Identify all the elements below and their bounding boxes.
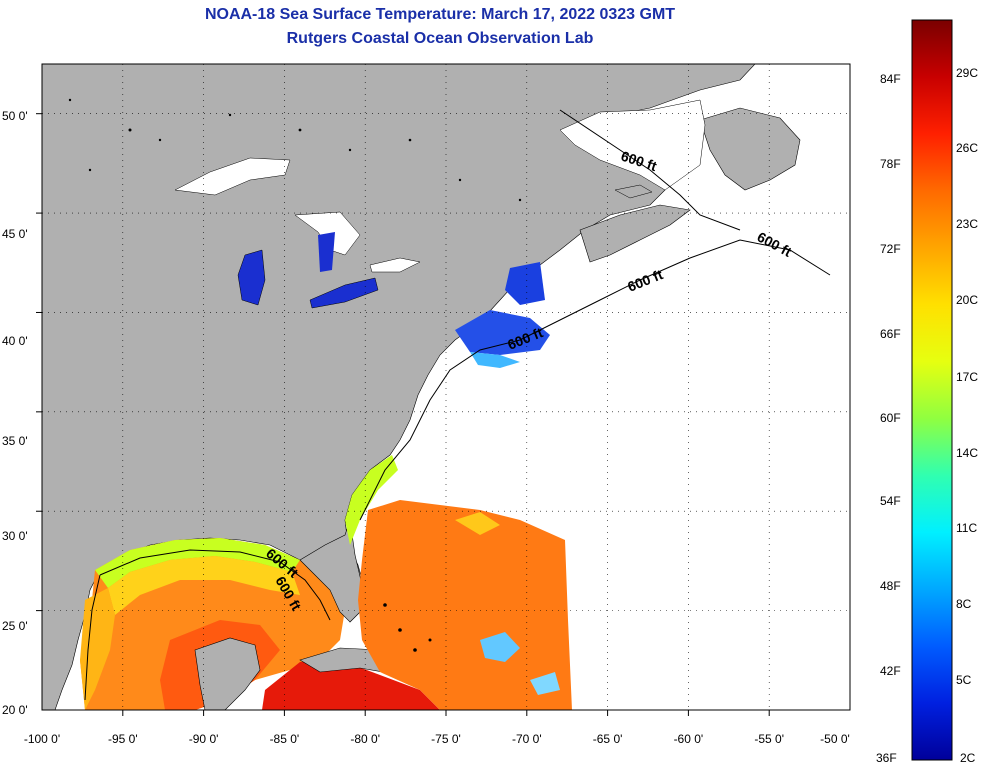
land-newfoundland (699, 107, 801, 191)
sst-gulf-west-shelf (80, 588, 115, 710)
sst-gulf-stream-coast (345, 455, 398, 545)
sst-caribbean (262, 660, 440, 710)
lon-tick-label: -70 0' (512, 732, 542, 746)
colorbar-c-label: 11C (956, 521, 977, 535)
lon-tick-label: -60 0' (674, 732, 704, 746)
sst-gulf-of-maine (505, 262, 545, 305)
colorbar-c-label: 2C (960, 751, 976, 765)
lat-tick-label: 50 0' (2, 109, 28, 123)
colorbar-c-label: 5C (956, 673, 972, 687)
colorbar-c-label: 26C (956, 141, 978, 155)
lon-tick-label: -85 0' (270, 732, 300, 746)
lon-tick-label: -100 0' (24, 732, 60, 746)
land-pei (614, 184, 653, 199)
water-gulf-st-lawrence (559, 99, 706, 191)
lat-tick-label: 45 0' (2, 227, 28, 241)
lon-tick-label: -75 0' (431, 732, 461, 746)
colorbar-c-label: 23C (956, 217, 978, 231)
colorbar-c-label: 29C (956, 66, 978, 80)
sst-atlantic-patch (455, 512, 500, 535)
colorbar-f-label: 42F (880, 664, 901, 678)
lake-michigan (237, 249, 266, 306)
lake-superior (174, 157, 291, 196)
lat-tick-label: 25 0' (2, 619, 28, 633)
colorbar-f-label: 84F (880, 72, 901, 86)
colorbar-f-label: 48F (880, 579, 901, 593)
latitude-tick-labels: 20 0' 25 0' 30 0' 35 0' 40 0' 45 0' 50 0… (2, 109, 28, 717)
map-layers (42, 64, 831, 710)
lat-tick-label: 30 0' (2, 529, 28, 543)
lon-tick-label: -65 0' (593, 732, 623, 746)
longitude-tick-labels: -100 0' -95 0' -90 0' -85 0' -80 0' -75 … (24, 732, 850, 746)
lake-erie (309, 277, 379, 309)
sst-atlantic-south (358, 500, 572, 710)
colorbar-fahrenheit-labels: 84F 78F 72F 66F 60F 54F 48F 42F 36F (876, 72, 901, 765)
colorbar (911, 19, 953, 761)
lat-tick-label: 35 0' (2, 434, 28, 448)
colorbar-c-label: 17C (956, 370, 978, 384)
lon-tick-label: -90 0' (189, 732, 219, 746)
lake-ontario (369, 257, 421, 273)
lon-tick-label: -55 0' (754, 732, 784, 746)
map-frame (41, 63, 851, 711)
sst-new-england-shelf (455, 310, 550, 355)
lake-huron-ice (318, 232, 335, 272)
lat-tick-label: 20 0' (2, 703, 28, 717)
lon-tick-label: -95 0' (108, 732, 138, 746)
colorbar-f-label: 36F (876, 751, 897, 765)
colorbar-f-label: 66F (880, 327, 901, 341)
sst-gulf-north-shelf (95, 538, 300, 588)
map-gridlines (36, 64, 850, 716)
map-title: NOAA-18 Sea Surface Temperature: March 1… (204, 6, 676, 23)
lon-tick-label: -50 0' (820, 732, 850, 746)
land-yucatan (194, 637, 261, 710)
contour-line-atlantic (359, 239, 831, 521)
lat-tick-label: 40 0' (2, 334, 28, 348)
colorbar-c-label: 8C (956, 597, 972, 611)
colorbar-f-label: 60F (880, 411, 901, 425)
colorbar-f-label: 78F (880, 157, 901, 171)
contour-line-scotian (559, 109, 741, 231)
lon-tick-label: -80 0' (350, 732, 380, 746)
colorbar-f-label: 54F (880, 494, 901, 508)
sst-bahamas-cool-2 (530, 672, 560, 695)
contour-line-gulf-west (84, 574, 101, 701)
colorbar-celsius-labels: 29C 26C 23C 20C 17C 14C 11C 8C 5C 2C (956, 66, 978, 765)
coastline-details (68, 98, 522, 652)
contour-line-gulf (99, 549, 331, 621)
colorbar-c-label: 20C (956, 293, 978, 307)
colorbar-f-label: 72F (880, 242, 901, 256)
sst-bahamas-cool (480, 632, 520, 662)
sst-mid-atlantic-shelf (470, 352, 520, 368)
sst-gulf-shelf-yellow (108, 556, 300, 615)
map-subtitle: Rutgers Coastal Ocean Observation Lab (286, 30, 594, 47)
land-nova-scotia (579, 204, 691, 263)
colorbar-c-label: 14C (956, 446, 978, 460)
